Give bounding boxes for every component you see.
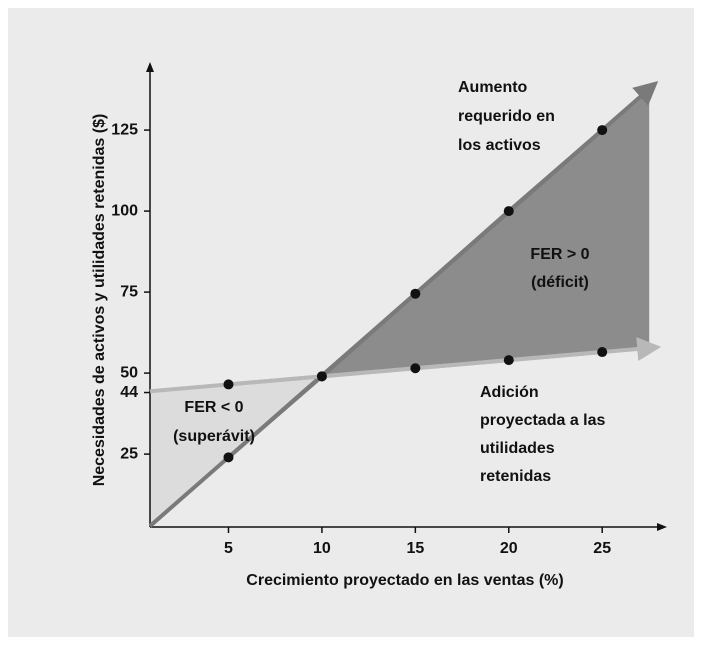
y-tick-label: 75 (120, 283, 138, 300)
data-point (410, 288, 421, 299)
annotation: Aumento (458, 79, 528, 96)
y-tick-label: 50 (120, 364, 138, 381)
data-point (223, 379, 234, 390)
y-tick-label: 44 (120, 384, 138, 401)
annotation: requerido en (458, 108, 555, 125)
x-tick-label: 5 (224, 540, 233, 557)
x-tick-label: 15 (406, 540, 424, 557)
annotation: utilidades (480, 440, 555, 457)
annotation: (superávit) (173, 428, 255, 445)
data-point (597, 347, 608, 358)
y-tick-label: 25 (120, 445, 138, 462)
annotation: retenidas (480, 468, 551, 485)
data-point (223, 452, 234, 463)
x-tick-label: 10 (313, 540, 331, 557)
annotation: los activos (458, 137, 541, 154)
data-point (503, 355, 514, 366)
annotation: (déficit) (531, 274, 589, 291)
y-axis-label: Necesidades de activos y utilidades rete… (91, 114, 108, 487)
annotation: FER < 0 (184, 399, 243, 416)
data-point (316, 371, 327, 382)
x-tick-label: 25 (593, 540, 611, 557)
y-tick-label: 100 (111, 202, 138, 219)
data-point (503, 206, 514, 217)
y-tick-label: 125 (111, 121, 138, 138)
annotation: proyectada a las (480, 412, 606, 429)
annotation: Adición (480, 384, 539, 401)
data-point (410, 363, 421, 374)
x-tick-label: 20 (500, 540, 518, 557)
data-point (597, 125, 608, 136)
x-axis-label: Crecimiento proyectado en las ventas (%) (246, 572, 563, 589)
annotation: FER > 0 (530, 246, 589, 263)
